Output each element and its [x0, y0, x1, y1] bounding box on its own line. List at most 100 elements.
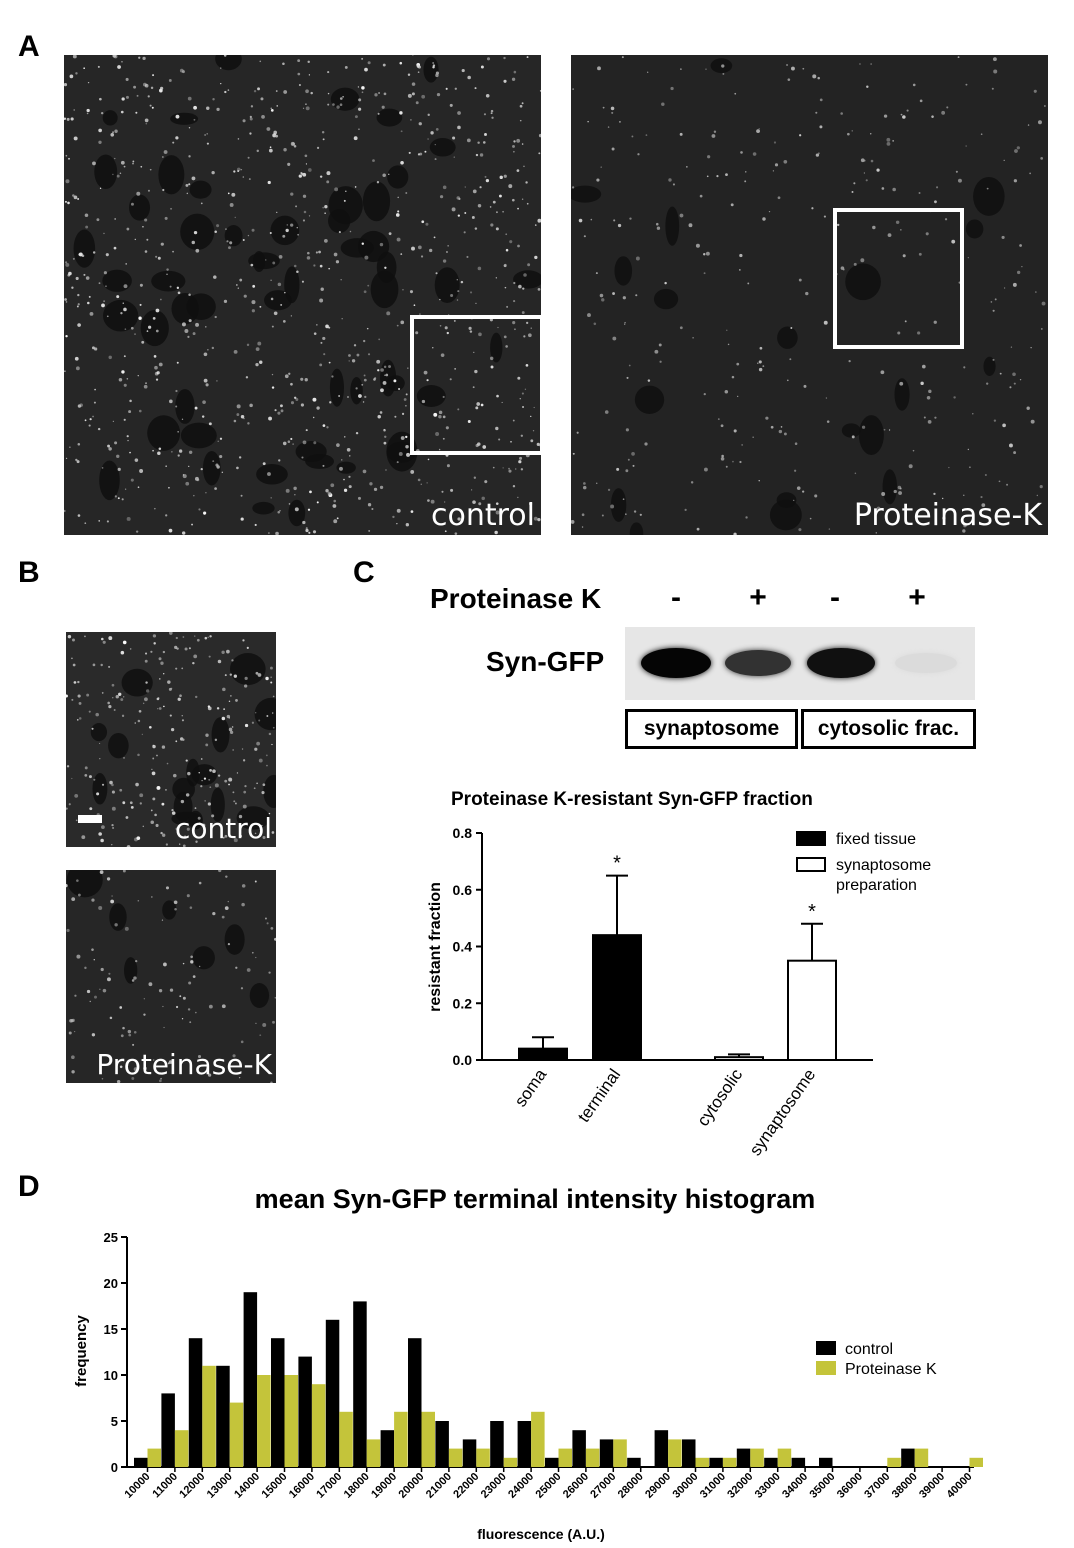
- chart-c-xtick-label: terminal: [574, 1065, 624, 1125]
- chart-d-legend: control Proteinase K: [816, 1341, 937, 1378]
- chart-d-bar-control: [682, 1439, 696, 1467]
- legend-label-fixed-tissue: fixed tissue: [836, 831, 916, 848]
- chart-d-ylabel: frequency: [73, 1315, 90, 1387]
- chart-d-xtick-label: 31000: [698, 1471, 728, 1501]
- chart-d-bar-control: [353, 1301, 367, 1467]
- chart-d-xtick-label: 16000: [287, 1471, 317, 1501]
- chart-d-bar-proteinase-k: [339, 1411, 353, 1467]
- chart-d-bar-control: [271, 1338, 285, 1467]
- chart-d-bar-control: [462, 1439, 477, 1467]
- chart-d-xtick-label: 36000: [835, 1471, 865, 1501]
- legend-label-synaptosome-preparation: synaptosome preparation: [836, 857, 936, 894]
- intensity-histogram: mean Syn-GFP terminal intensity histogra…: [73, 1184, 983, 1542]
- legend-label-proteinase-k: Proteinase K: [845, 1361, 937, 1378]
- resistant-fraction-chart: Proteinase K-resistant Syn-GFP fraction …: [427, 789, 936, 1159]
- chart-d-xtick-label: 37000: [862, 1471, 892, 1501]
- micrograph-label-control: control: [431, 498, 535, 533]
- inset-control-speckle: [66, 632, 276, 847]
- chart-d-bar-control: [599, 1439, 614, 1467]
- legend-label-control: control: [845, 1341, 893, 1358]
- chart-d-bar-control: [764, 1457, 778, 1467]
- chart-d-bar-proteinase-k: [722, 1457, 737, 1467]
- chart-c-bar-cytosolic: [714, 1056, 764, 1062]
- chart-d-xtick-label: 27000: [588, 1471, 618, 1501]
- chart-c-ytick-label: 0.4: [453, 939, 473, 955]
- blot-lane-sign-1: -: [671, 581, 681, 614]
- chart-c-significance-marker: *: [808, 901, 816, 923]
- chart-d-bar-proteinase-k: [311, 1384, 326, 1467]
- chart-d-bar-proteinase-k: [503, 1457, 518, 1467]
- chart-d-xtick-label: 19000: [369, 1471, 399, 1501]
- chart-d-bar-proteinase-k: [257, 1375, 271, 1467]
- chart-d-xtick-label: 15000: [260, 1471, 290, 1501]
- chart-d-ytick-label: 15: [104, 1322, 118, 1337]
- inset-box-proteinase-k: [833, 208, 964, 349]
- legend-swatch-control: [816, 1341, 836, 1355]
- chart-d-bar-proteinase-k: [969, 1457, 983, 1467]
- legend-swatch-synaptosome-preparation: [796, 857, 826, 872]
- chart-d-bar-proteinase-k: [421, 1411, 435, 1467]
- proteinase-k-speckle: [571, 56, 1046, 535]
- blot-band-2: [725, 650, 791, 676]
- chart-d-bar-control: [216, 1365, 230, 1467]
- inset-box-control: [410, 315, 541, 455]
- chart-d-bar-proteinase-k: [695, 1457, 709, 1467]
- chart-d-xtick-label: 40000: [945, 1471, 975, 1501]
- chart-d-bar-control: [134, 1457, 148, 1467]
- chart-d-bar-proteinase-k: [448, 1448, 463, 1467]
- chart-d-bar-proteinase-k: [914, 1448, 929, 1467]
- chart-d-bar-proteinase-k: [147, 1448, 161, 1467]
- chart-c-bar-terminal: [592, 934, 642, 1061]
- blot-lane-sign-4: +: [908, 581, 926, 614]
- blot-lane-sign-3: -: [830, 581, 840, 614]
- chart-d-bar-proteinase-k: [284, 1375, 298, 1467]
- chart-d-xtick-label: 21000: [424, 1471, 454, 1501]
- chart-c-bar-soma: [518, 1047, 568, 1061]
- chart-d-xtick-label: 33000: [753, 1471, 783, 1501]
- chart-d-bar-control: [545, 1457, 559, 1467]
- chart-d-ytick-label: 10: [104, 1368, 118, 1383]
- micrograph-label-proteinase-k: Proteinase-K: [853, 498, 1042, 533]
- chart-d-bar-control: [627, 1457, 641, 1467]
- chart-c-bar-synaptosome: [787, 959, 837, 1061]
- chart-d-bar-proteinase-k: [777, 1448, 792, 1467]
- chart-d-bar-proteinase-k: [202, 1365, 216, 1467]
- chart-d-xtick-label: 29000: [643, 1471, 673, 1501]
- chart-d-bar-control: [572, 1430, 586, 1467]
- chart-d-xtick-label: 14000: [232, 1471, 262, 1501]
- chart-d-bar-control: [901, 1448, 915, 1467]
- chart-d-xtick-label: 13000: [205, 1471, 235, 1501]
- chart-c-ytick-label: 0.2: [453, 995, 473, 1011]
- chart-d-bar-control: [791, 1457, 806, 1467]
- chart-d-xlabel: fluorescence (A.U.): [477, 1526, 605, 1542]
- chart-d-bar-proteinase-k: [887, 1457, 901, 1467]
- chart-d-bar-control: [298, 1356, 312, 1467]
- chart-c-xtick-label: soma: [511, 1065, 551, 1110]
- chart-d-bar-proteinase-k: [394, 1411, 408, 1467]
- legend-swatch-proteinase-k: [816, 1361, 836, 1375]
- chart-d-bar-proteinase-k: [531, 1411, 545, 1467]
- chart-d-ytick-label: 20: [104, 1276, 118, 1291]
- chart-d-bar-proteinase-k: [558, 1448, 572, 1467]
- chart-d-xtick-label: 11000: [150, 1471, 180, 1501]
- blot-treatment-label: Proteinase K: [430, 583, 602, 614]
- chart-d-bar-control: [408, 1338, 422, 1467]
- chart-d-bar-proteinase-k: [229, 1402, 244, 1467]
- chart-c-ytick-label: 0.8: [453, 825, 473, 841]
- chart-c-title: Proteinase K-resistant Syn-GFP fraction: [451, 789, 813, 810]
- chart-d-bar-control: [188, 1338, 203, 1467]
- chart-d-bar-control: [654, 1430, 669, 1467]
- chart-c-ytick-label: 0.0: [453, 1052, 473, 1068]
- chart-d-ytick-label: 0: [111, 1460, 118, 1475]
- chart-c-ytick-label: 0.6: [453, 882, 473, 898]
- chart-d-bar-proteinase-k: [174, 1430, 189, 1467]
- blot-band-label: Syn-GFP: [486, 646, 605, 677]
- chart-d-bar-proteinase-k: [476, 1448, 490, 1467]
- micrograph-control: control: [64, 55, 541, 535]
- chart-c-legend: fixed tissue synaptosome preparation: [796, 831, 936, 894]
- chart-d-xtick-label: 34000: [780, 1471, 810, 1501]
- chart-d-bar-proteinase-k: [750, 1448, 764, 1467]
- chart-d-bar-proteinase-k: [668, 1439, 682, 1467]
- chart-d-xtick-label: 18000: [342, 1471, 372, 1501]
- chart-d-bar-control: [161, 1393, 175, 1467]
